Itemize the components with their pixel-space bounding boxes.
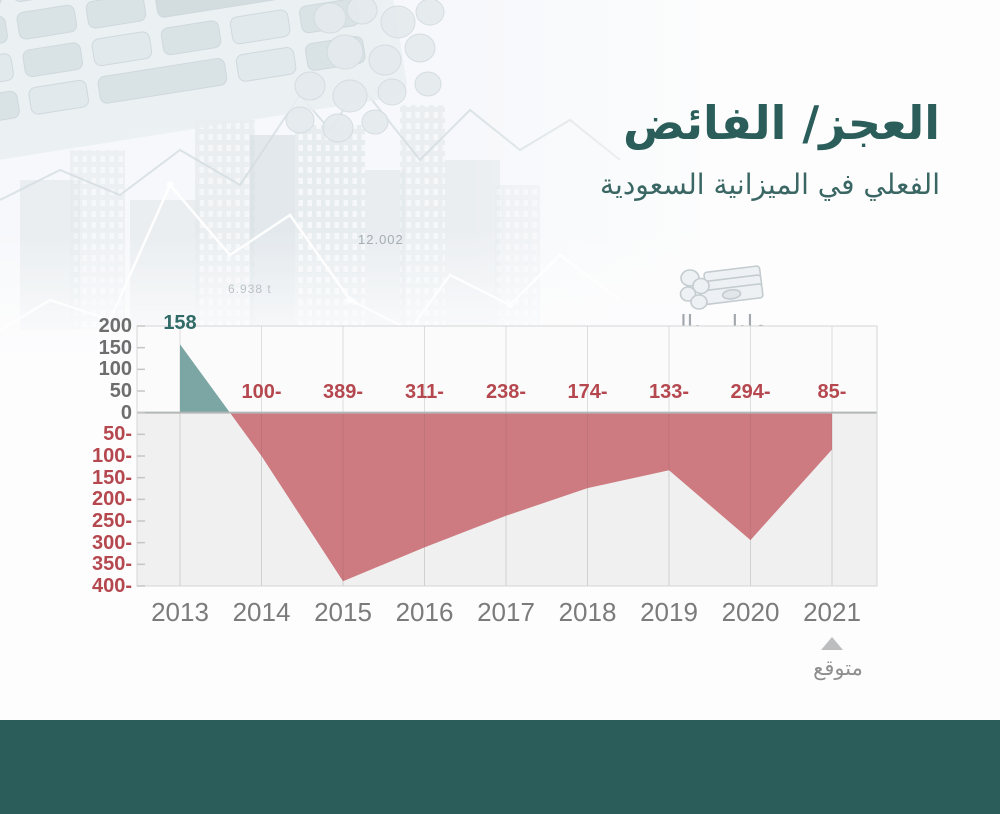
forecast-label: متوقع	[813, 656, 863, 680]
y-axis-label: 50	[109, 380, 132, 402]
value-label-2014: 100-	[241, 381, 282, 403]
ticker-value: 6.938 t	[228, 282, 272, 296]
footer: ALEQTISADIAH الاقتصادية WWW.ALEQT.COM	[0, 720, 1000, 814]
deficit-area	[180, 412, 832, 582]
plot-frame	[136, 325, 878, 587]
ticker-value: 12.002	[358, 232, 404, 247]
value-label-2019: 133-	[648, 381, 690, 403]
year-label-2020: 2020	[721, 597, 780, 627]
value-label-2013: 158	[163, 312, 197, 334]
background-veil	[0, 0, 1000, 360]
y-axis-label: 100	[98, 358, 132, 381]
year-label-2019: 2019	[640, 597, 698, 627]
plot-bg-negative	[137, 412, 877, 586]
page-title: العجز/ الفائض	[622, 96, 940, 150]
background-fade-corner	[780, 0, 1000, 360]
year-label-2015: 2015	[314, 597, 372, 627]
y-axis-label: 300-	[91, 531, 132, 554]
y-axis-label: 250-	[91, 510, 132, 532]
forecast-triangle-icon	[821, 637, 843, 650]
y-axis-label: 100-	[91, 445, 132, 467]
calculator-decoration	[0, 0, 407, 167]
value-label-2021: 85-	[817, 381, 847, 403]
value-label-2016: 311-	[405, 381, 444, 403]
year-label-2016: 2016	[395, 597, 454, 627]
year-label-2018: 2018	[558, 597, 617, 627]
surplus-area	[180, 344, 230, 413]
background-collage	[0, 0, 1000, 360]
value-label-2015: 389-	[322, 381, 364, 403]
y-axis-label: 150	[98, 336, 132, 359]
y-axis-label: 150-	[91, 466, 132, 489]
year-label-2021: 2021	[803, 597, 861, 627]
money-stack-icon	[679, 265, 764, 310]
value-label-2018: 174-	[567, 381, 608, 403]
y-axis-label: 50-	[103, 423, 132, 446]
unit-label: مليار ريال	[669, 310, 767, 338]
value-label-2020: 294-	[730, 381, 771, 403]
year-label-2014: 2014	[232, 597, 291, 627]
y-axis-label: 400-	[91, 575, 132, 597]
y-axis-label: 200	[98, 315, 132, 337]
y-axis-label: 350-	[91, 553, 132, 576]
year-label-2017: 2017	[477, 597, 535, 627]
page-subtitle: الفعلي في الميزانية السعودية	[600, 168, 940, 201]
coins-decoration	[285, 0, 445, 143]
y-axis-label: 0	[120, 401, 132, 424]
y-axis-label: 200-	[91, 488, 132, 511]
year-label-2013: 2013	[151, 597, 209, 627]
value-label-2017: 238-	[485, 381, 527, 403]
